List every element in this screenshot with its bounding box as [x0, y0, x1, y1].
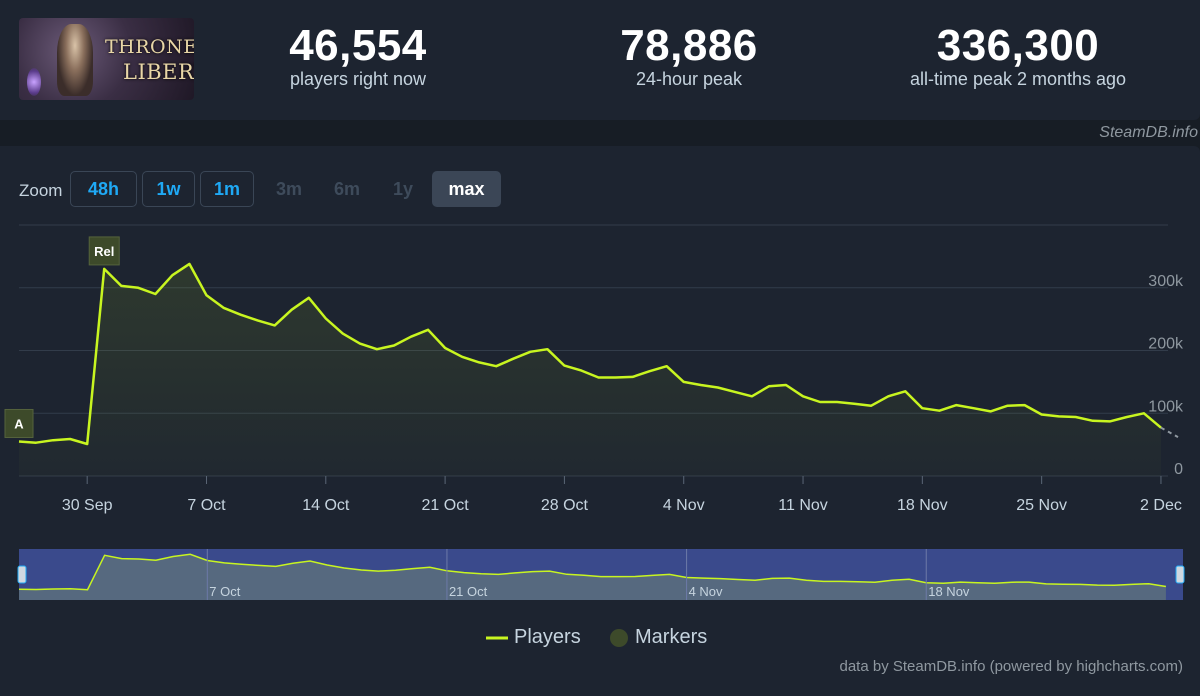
steamdb-credit[interactable]: SteamDB.info [1099, 124, 1198, 141]
header: THRONE LIBERTY 46,554 players right now … [0, 0, 1200, 120]
stat-label: players right now [289, 69, 427, 89]
legend-markers-label: Markers [635, 626, 708, 648]
stat-label: 24-hour peak [635, 69, 743, 89]
zoom-1w-button[interactable]: 1w [142, 171, 195, 207]
zoom-6m-button[interactable]: 6m [333, 179, 360, 199]
game-logo[interactable]: THRONE LIBERTY [19, 18, 194, 100]
zoom-max-button[interactable]: max [432, 171, 501, 207]
logo-text-line2: LIBERTY [123, 60, 194, 84]
stat-value: 78,886 [620, 21, 758, 70]
stat-24h-peak: 78,886 24-hour peak [569, 22, 809, 90]
chart-panel [0, 146, 1200, 696]
zoom-1m-button[interactable]: 1m [200, 171, 254, 207]
zoom-1y-button[interactable]: 1y [392, 179, 414, 199]
stat-alltime-peak: 336,300 all-time peak 2 months ago [868, 22, 1168, 90]
stat-current-players: 46,554 players right now [258, 22, 458, 90]
stat-label: all-time peak 2 months ago [909, 69, 1127, 89]
zoom-label: Zoom [19, 181, 63, 200]
logo-figure [57, 24, 93, 96]
legend-players-label: Players [514, 626, 581, 648]
logo-text-line1: THRONE [105, 36, 194, 58]
stat-value: 46,554 [289, 21, 427, 70]
stat-value: 336,300 [936, 21, 1100, 70]
legend-line-icon [486, 636, 508, 640]
legend-markers[interactable]: Markers [609, 626, 707, 649]
legend-players[interactable]: Players [486, 626, 581, 649]
highcharts-credit[interactable]: data by SteamDB.info (powered by highcha… [839, 658, 1184, 675]
zoom-3m-button[interactable]: 3m [275, 179, 302, 199]
zoom-48h-button[interactable]: 48h [70, 171, 137, 207]
logo-glow [27, 68, 41, 96]
legend-marker-icon [610, 628, 628, 647]
